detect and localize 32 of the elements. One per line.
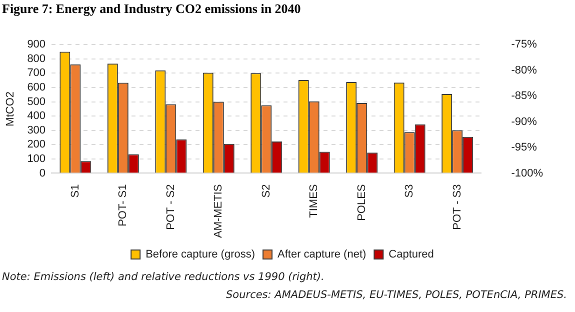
y-tick-label: 600 [27, 82, 46, 94]
y-tick-label: 0 [39, 167, 46, 180]
x-tick-label: POLES [356, 184, 368, 221]
x-tick-label: S3 [404, 184, 416, 198]
legend-label: Before capture (gross) [146, 248, 256, 261]
y2-tick-label: -85% [511, 90, 538, 102]
y-tick-label: 100 [27, 152, 46, 165]
x-tick-label: S1 [69, 184, 82, 198]
y2-tick-label: -75% [511, 38, 538, 51]
y2-tick-label: -95% [511, 142, 538, 154]
x-tick-label: AM-METIS [212, 184, 225, 238]
source-note: Sources: AMADEUS-METIS, EU-TIMES, POLES, POTEnCIA, PRIMES. [226, 289, 567, 301]
legend-label: Captured [388, 248, 434, 261]
y2-tick-label: -100% [511, 167, 544, 180]
x-tick-label: POT - S2 [164, 184, 177, 230]
y-tick-label: 300 [27, 124, 46, 136]
text: Note: Emissions (left) and relative reductions vs 1990 (right). [2, 271, 324, 283]
x-tick-label: TIMES [308, 184, 320, 218]
chart-title: Figure 7: Energy and Industry CO2 emissions in 2040 [2, 1, 301, 17]
y2-tick-label: -80% [511, 64, 538, 76]
y-tick-label: 900 [27, 38, 46, 51]
legend-label: After capture (net) [278, 248, 366, 261]
y-tick-label: 500 [27, 96, 46, 108]
y-axis-title: MtCO2 [4, 91, 17, 126]
x-tick-label: POT - S3 [451, 184, 464, 230]
x-tick-label: S2 [260, 184, 272, 198]
y-tick-label: 800 [27, 52, 46, 65]
y-tick-label: 700 [27, 67, 46, 80]
y2-tick-label: -90% [511, 116, 538, 128]
y-tick-label: 400 [27, 110, 46, 122]
y-tick-label: 200 [27, 138, 46, 151]
x-tick-label: POT- S1 [117, 184, 130, 226]
